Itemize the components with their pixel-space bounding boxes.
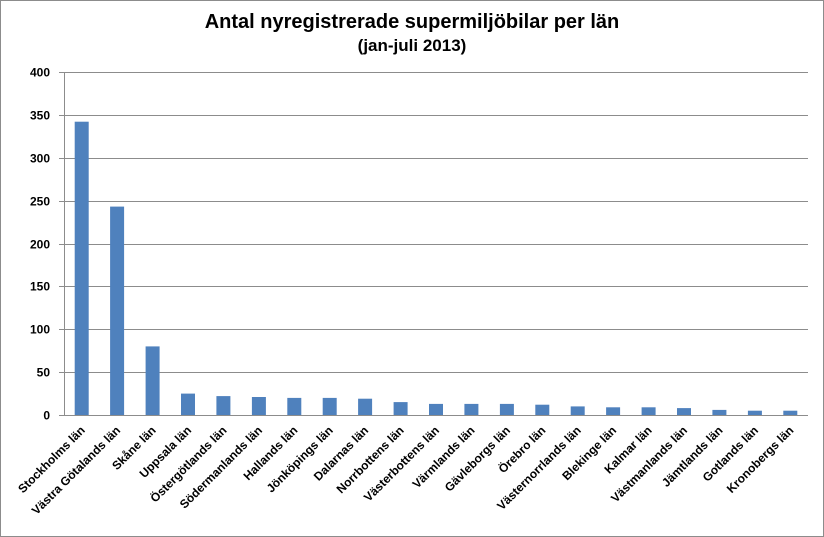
axes <box>59 72 808 416</box>
bar <box>216 396 231 415</box>
bars <box>74 121 798 415</box>
x-tick-label: Värmlands län <box>410 423 478 491</box>
bar <box>499 403 514 415</box>
bar <box>570 406 585 415</box>
bar <box>535 404 550 415</box>
bar <box>393 402 408 415</box>
bar <box>747 410 762 415</box>
chart-title: Antal nyregistrerade supermiljöbilar per… <box>204 11 620 33</box>
y-tick-label: 300 <box>30 152 50 166</box>
bar <box>110 206 125 415</box>
bar <box>181 393 195 415</box>
bar <box>358 398 373 415</box>
y-tick-label: 200 <box>30 238 50 252</box>
bar <box>606 407 621 415</box>
bar <box>145 346 160 415</box>
bar <box>641 407 656 415</box>
y-tick-label: 400 <box>30 66 50 80</box>
bar <box>322 397 337 415</box>
y-tick-label: 350 <box>30 109 50 123</box>
chart-subtitle: (jan-juli 2013) <box>357 36 467 55</box>
y-tick-label: 0 <box>43 409 50 423</box>
bar <box>464 403 479 415</box>
bar <box>677 408 691 415</box>
y-tick-label: 150 <box>30 280 50 294</box>
y-tick-labels: 0 50 100 150 200 250 300 350 400 <box>30 66 50 423</box>
bar <box>712 409 727 415</box>
bar <box>287 397 302 415</box>
gridlines <box>64 72 808 373</box>
y-tick-label: 250 <box>30 195 50 209</box>
bar <box>251 397 266 415</box>
bar <box>74 121 89 415</box>
y-tick-label: 50 <box>37 366 51 380</box>
x-tick-label: Kronobergs län <box>724 423 797 496</box>
bar <box>429 403 443 415</box>
bar <box>783 410 798 415</box>
y-tick-label: 100 <box>30 323 50 337</box>
